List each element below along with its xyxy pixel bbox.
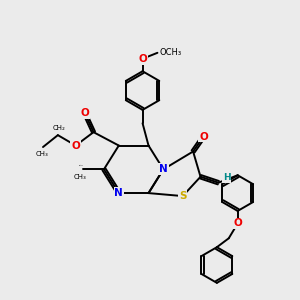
Text: O: O — [233, 218, 242, 228]
Text: O: O — [71, 140, 80, 151]
Text: S: S — [179, 191, 186, 201]
Text: O: O — [80, 108, 89, 118]
Text: CH₃: CH₃ — [35, 152, 48, 158]
Text: OCH₃: OCH₃ — [160, 48, 182, 57]
Text: ethyl: ethyl — [56, 128, 60, 130]
Text: CH₃: CH₃ — [73, 174, 86, 180]
Text: methyl: methyl — [79, 164, 83, 166]
Text: O: O — [199, 132, 208, 142]
Text: N: N — [114, 188, 123, 198]
Text: CH₂: CH₂ — [53, 125, 66, 131]
Text: O: O — [138, 54, 147, 64]
Text: N: N — [159, 164, 168, 174]
Text: H: H — [223, 173, 230, 182]
